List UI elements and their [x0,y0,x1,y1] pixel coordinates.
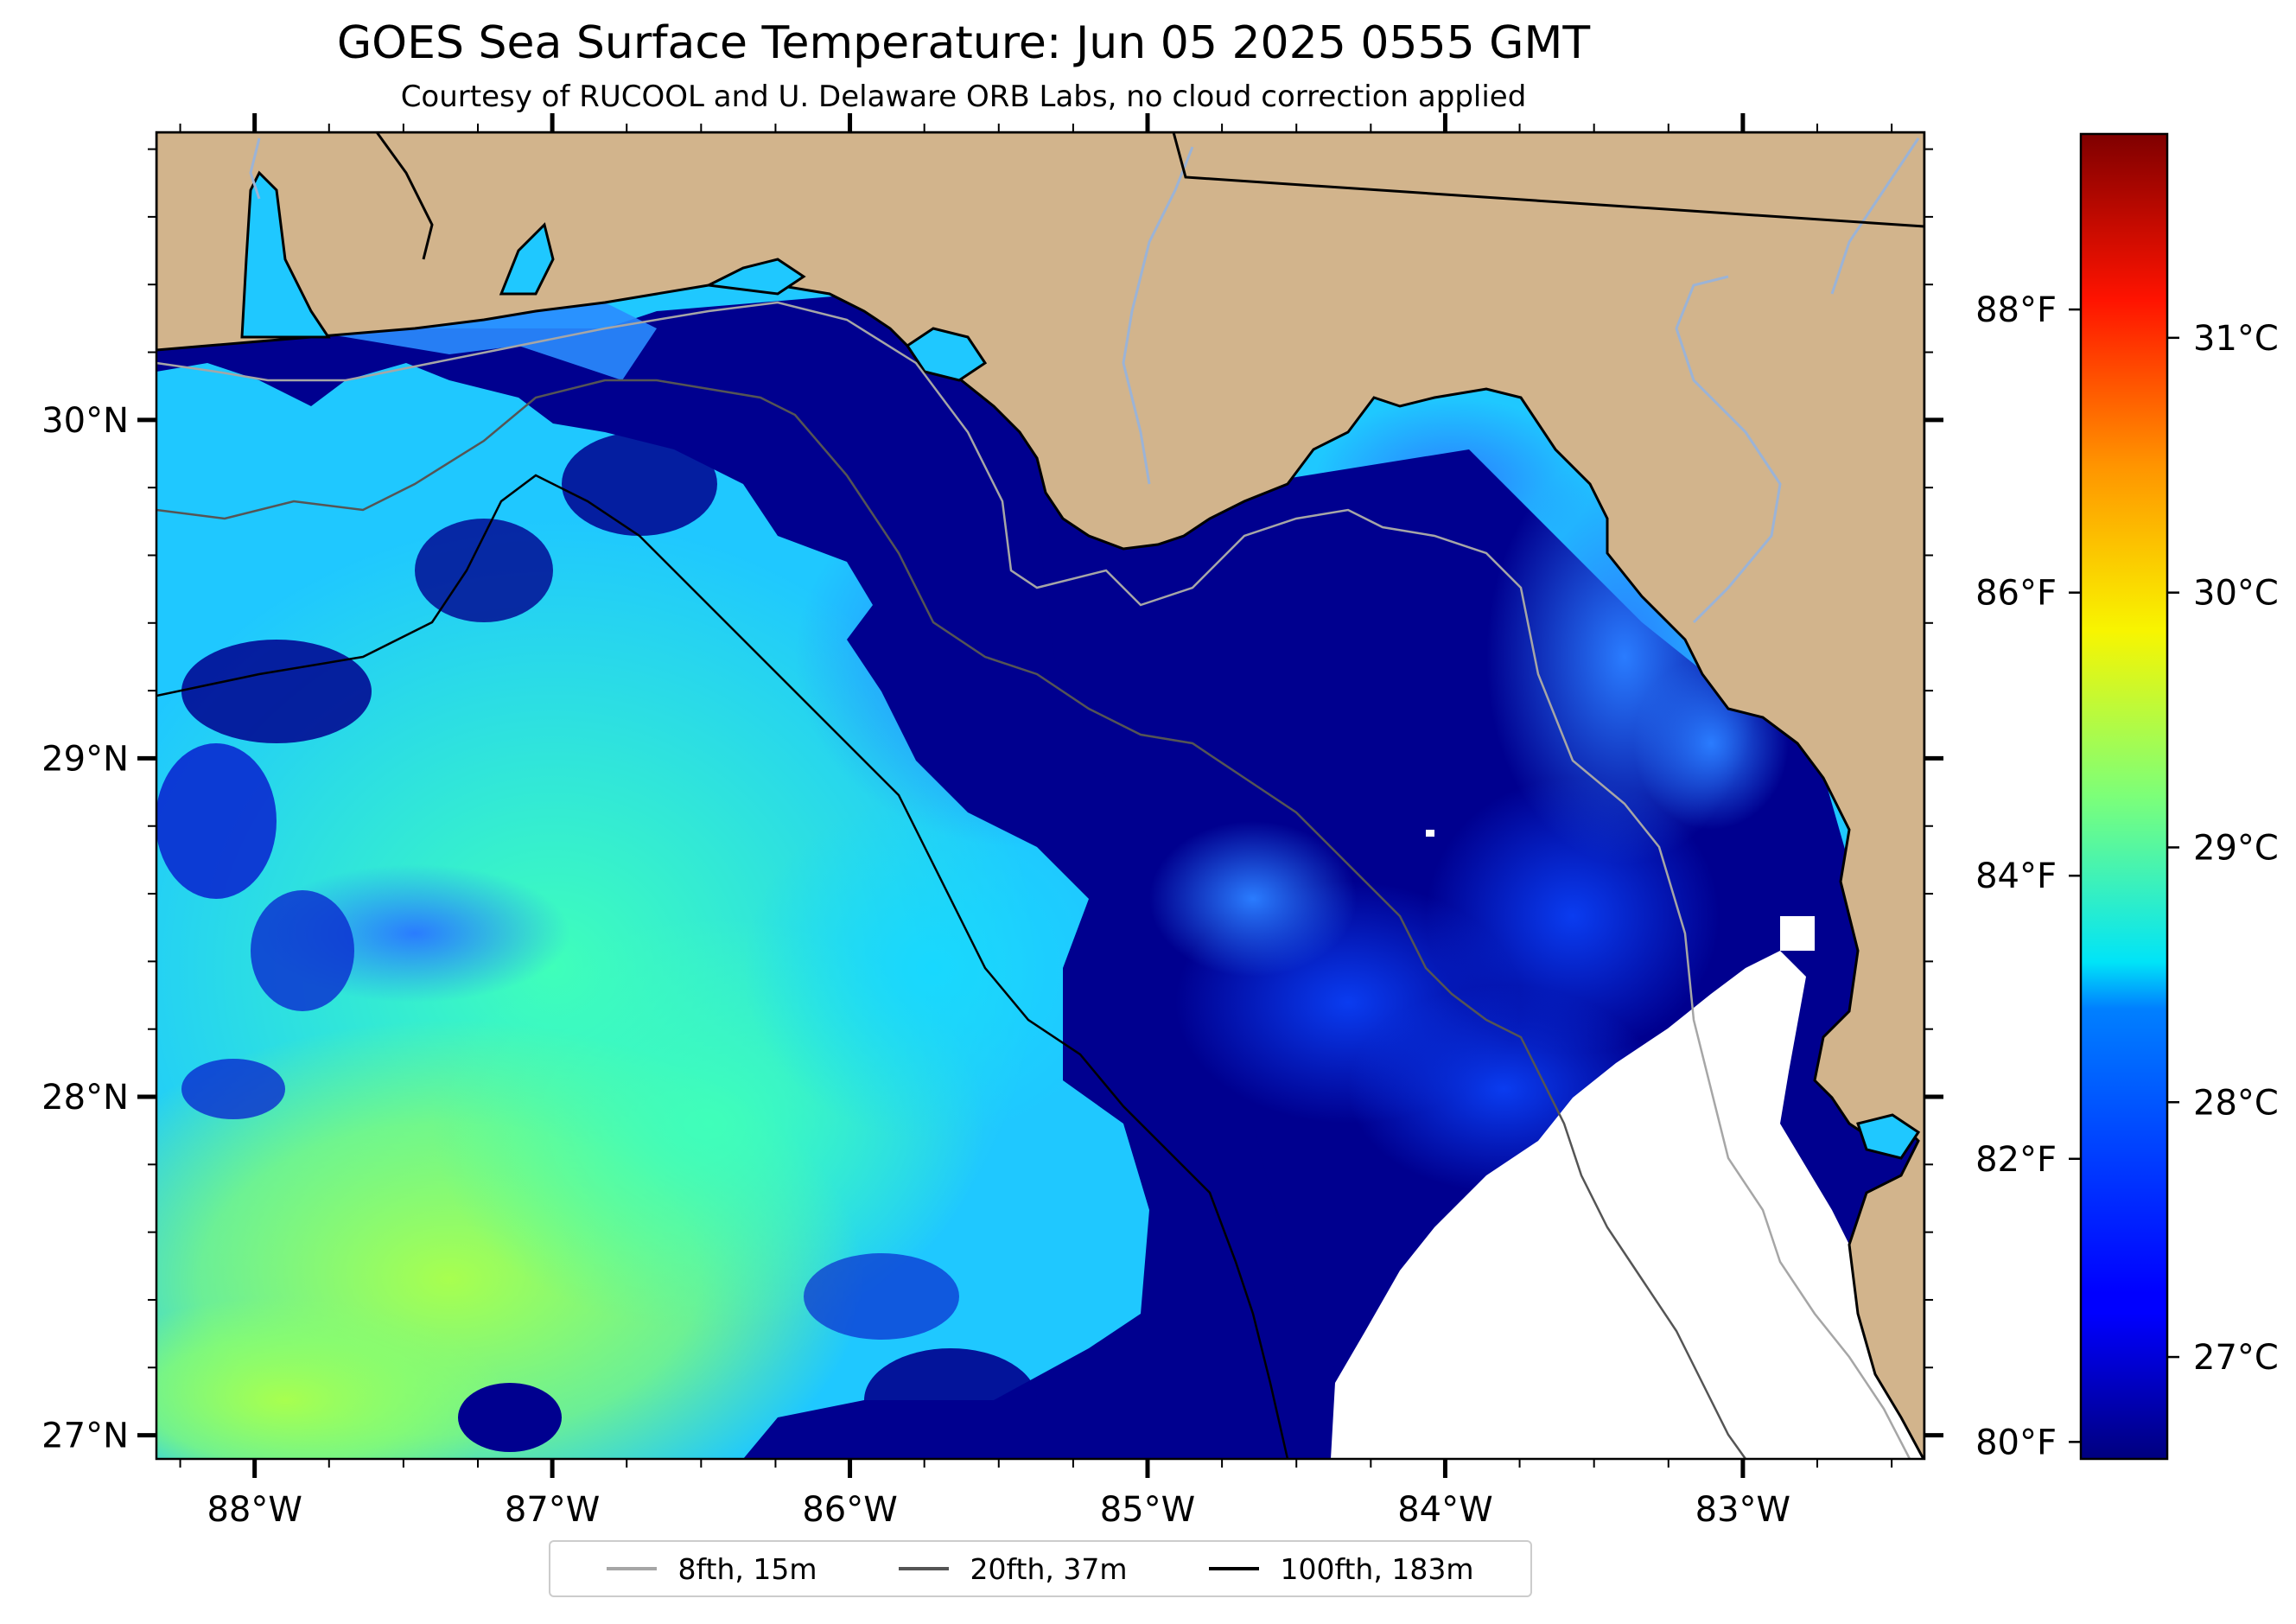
lon-tick-label: 86°W [802,1490,897,1530]
sst-field [156,132,1924,1459]
colorbar-gradient [2079,132,2169,1461]
isobath-20fth [156,379,1747,1459]
isobath-100fth [156,474,1289,1459]
legend-label: 100fth, 183m [1280,1551,1474,1586]
celsius-tick-label: 28°C [2193,1083,2279,1123]
legend-label: 8fth, 15m [677,1551,817,1586]
lon-tick-label: 85°W [1100,1490,1195,1530]
legend-item: 8fth, 15m [607,1552,817,1586]
colorbar: 27°C 28°C 29°C 30°C 31°C 80°F 82°F 84°F 86°F 88°F [1975,132,2279,1462]
legend-line-swatch [899,1567,950,1570]
fahrenheit-tick-label: 82°F [1975,1140,2057,1180]
legend-label: 20fth, 37m [970,1551,1128,1586]
legend-line-swatch [607,1567,658,1570]
celsius-tick-label: 29°C [2193,828,2279,868]
lat-tick-label: 29°N [41,739,129,779]
map-frame [155,131,1926,1461]
lon-tick-label: 88°W [207,1490,302,1530]
lat-tick-label: 28°N [41,1078,129,1118]
lon-tick-label: 83°W [1695,1490,1790,1530]
fahrenheit-tick-label: 80°F [1975,1423,2057,1462]
fahrenheit-tick-label: 88°F [1975,290,2057,330]
chart-subtitle: Courtesy of RUCOOL and U. Delaware ORB L… [400,80,1527,114]
sst-map: 88°W 87°W 86°W 85°W 84°W 83°W 30°N 29°N 28°N 27°N… [41,113,2279,1530]
legend-item: 100fth, 183m [1209,1552,1473,1586]
lat-tick-label: 30°N [41,401,129,441]
isobath-8fth [156,301,1911,1459]
legend-line-swatch [1209,1567,1260,1570]
no-data-region [1331,951,1924,1459]
lat-tick-label: 27°N [41,1417,129,1456]
fahrenheit-tick-label: 84°F [1975,857,2057,896]
map-axes: 88°W 87°W 86°W 85°W 84°W 83°W 30°N 29°N 28°N 27°N [41,113,1943,1530]
celsius-tick-label: 31°C [2193,319,2279,359]
celsius-tick-label: 30°C [2193,574,2279,614]
legend-item: 20fth, 37m [899,1552,1127,1586]
fahrenheit-tick-label: 86°F [1975,574,2057,614]
lon-tick-label: 87°W [505,1490,600,1530]
chart-title: GOES Sea Surface Temperature: Jun 05 202… [336,17,1591,69]
celsius-tick-label: 27°C [2193,1338,2279,1378]
isobath-legend: 8fth, 15m 20fth, 37m 100fth, 183m [549,1540,1532,1597]
lon-tick-label: 84°W [1397,1490,1492,1530]
